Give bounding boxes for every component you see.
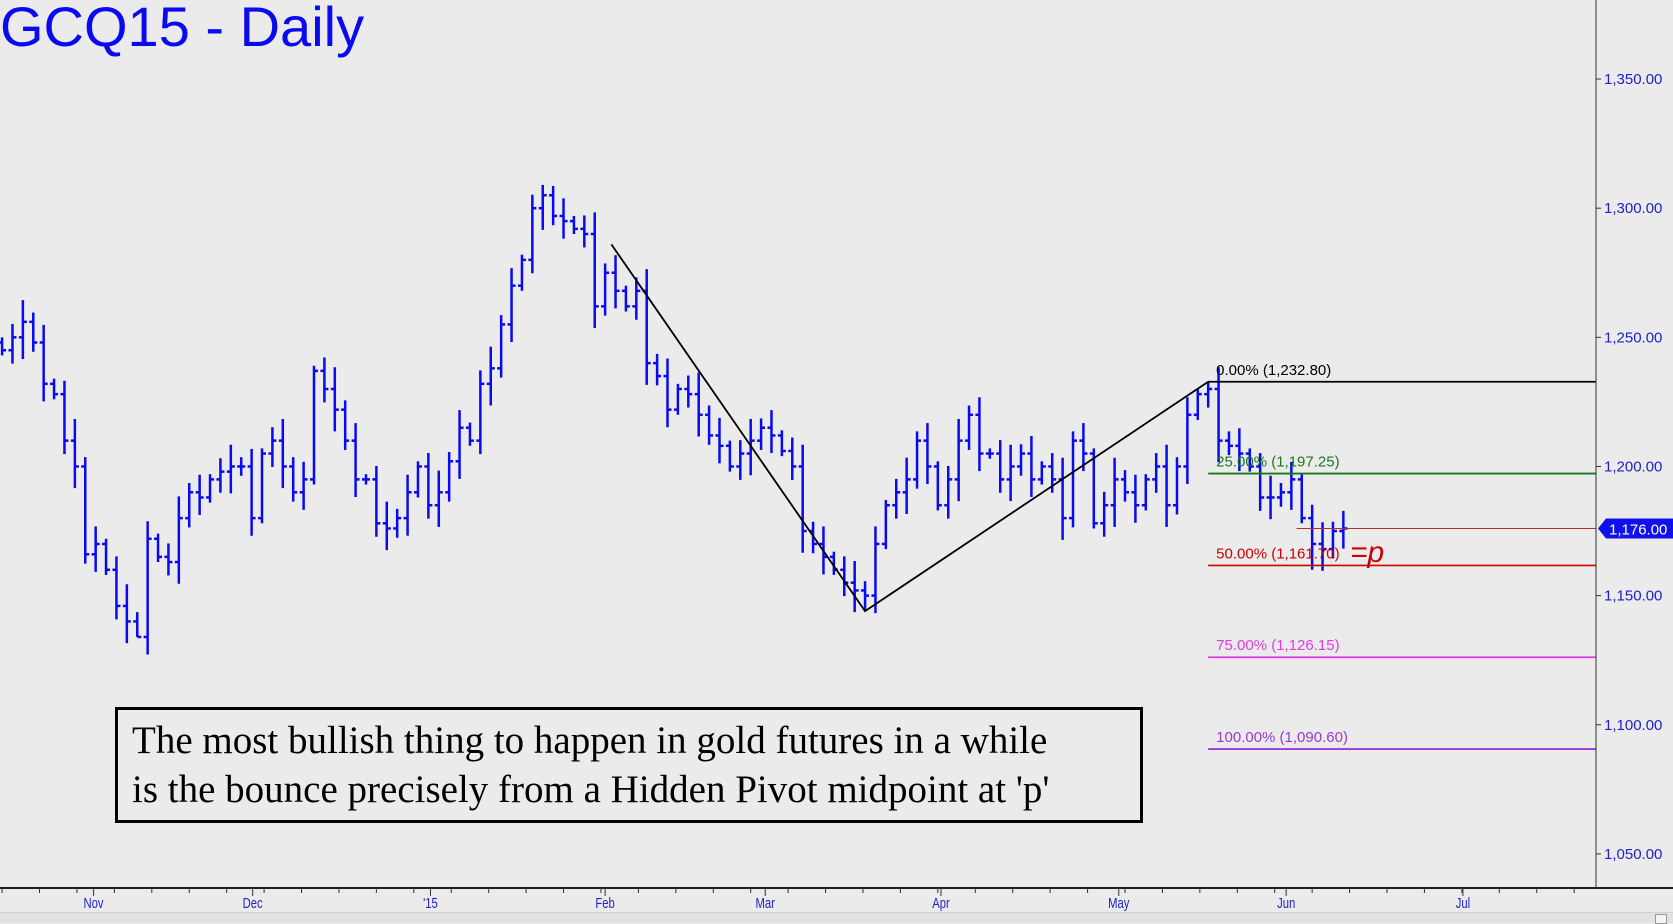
last-price-label: 1,176.00	[1609, 521, 1667, 538]
x-tick-label: Jul	[1456, 894, 1470, 911]
x-tick-label: Apr	[932, 894, 950, 911]
fib-level-label: 100.00% (1,090.60)	[1216, 729, 1348, 746]
y-tick-label: 1,150.00	[1604, 588, 1662, 605]
y-tick-label: 1,300.00	[1604, 200, 1662, 217]
annotation-line-2: is the bounce precisely from a Hidden Pi…	[132, 768, 1050, 811]
x-tick-label: Mar	[756, 894, 776, 911]
y-tick-label: 1,100.00	[1604, 717, 1662, 734]
y-tick-label: 1,050.00	[1604, 846, 1662, 863]
x-tick-label: Jun	[1277, 894, 1295, 911]
last-price-tag	[1598, 518, 1673, 539]
y-tick-label: 1,200.00	[1604, 458, 1662, 475]
pivot-marker: =p	[1350, 536, 1385, 569]
fib-level-label: 75.00% (1,126.15)	[1216, 637, 1339, 654]
horizontal-scrollbar[interactable]	[0, 912, 1673, 924]
x-tick-label: '15	[423, 894, 438, 911]
chart-title: GCQ15 - Daily	[0, 0, 365, 58]
x-tick-label: May	[1108, 894, 1130, 911]
x-tick-label: Nov	[84, 894, 104, 911]
fib-level-label: 25.00% (1,197.25)	[1216, 454, 1339, 471]
y-tick-label: 1,250.00	[1604, 329, 1662, 346]
fib-level-label: 0.00% (1,232.80)	[1216, 362, 1331, 379]
y-tick-label: 1,350.00	[1604, 71, 1662, 88]
fib-level-label: 50.00% (1,161.70)	[1216, 545, 1339, 562]
x-tick-label: Dec	[243, 894, 263, 911]
annotation-line-1: The most bullish thing to happen in gold…	[132, 719, 1048, 762]
abc-trendline	[610, 243, 1209, 613]
annotation-box: The most bullish thing to happen in gold…	[115, 707, 1143, 823]
scroll-thumb[interactable]	[1655, 914, 1667, 924]
x-tick-label: Feb	[595, 894, 614, 911]
